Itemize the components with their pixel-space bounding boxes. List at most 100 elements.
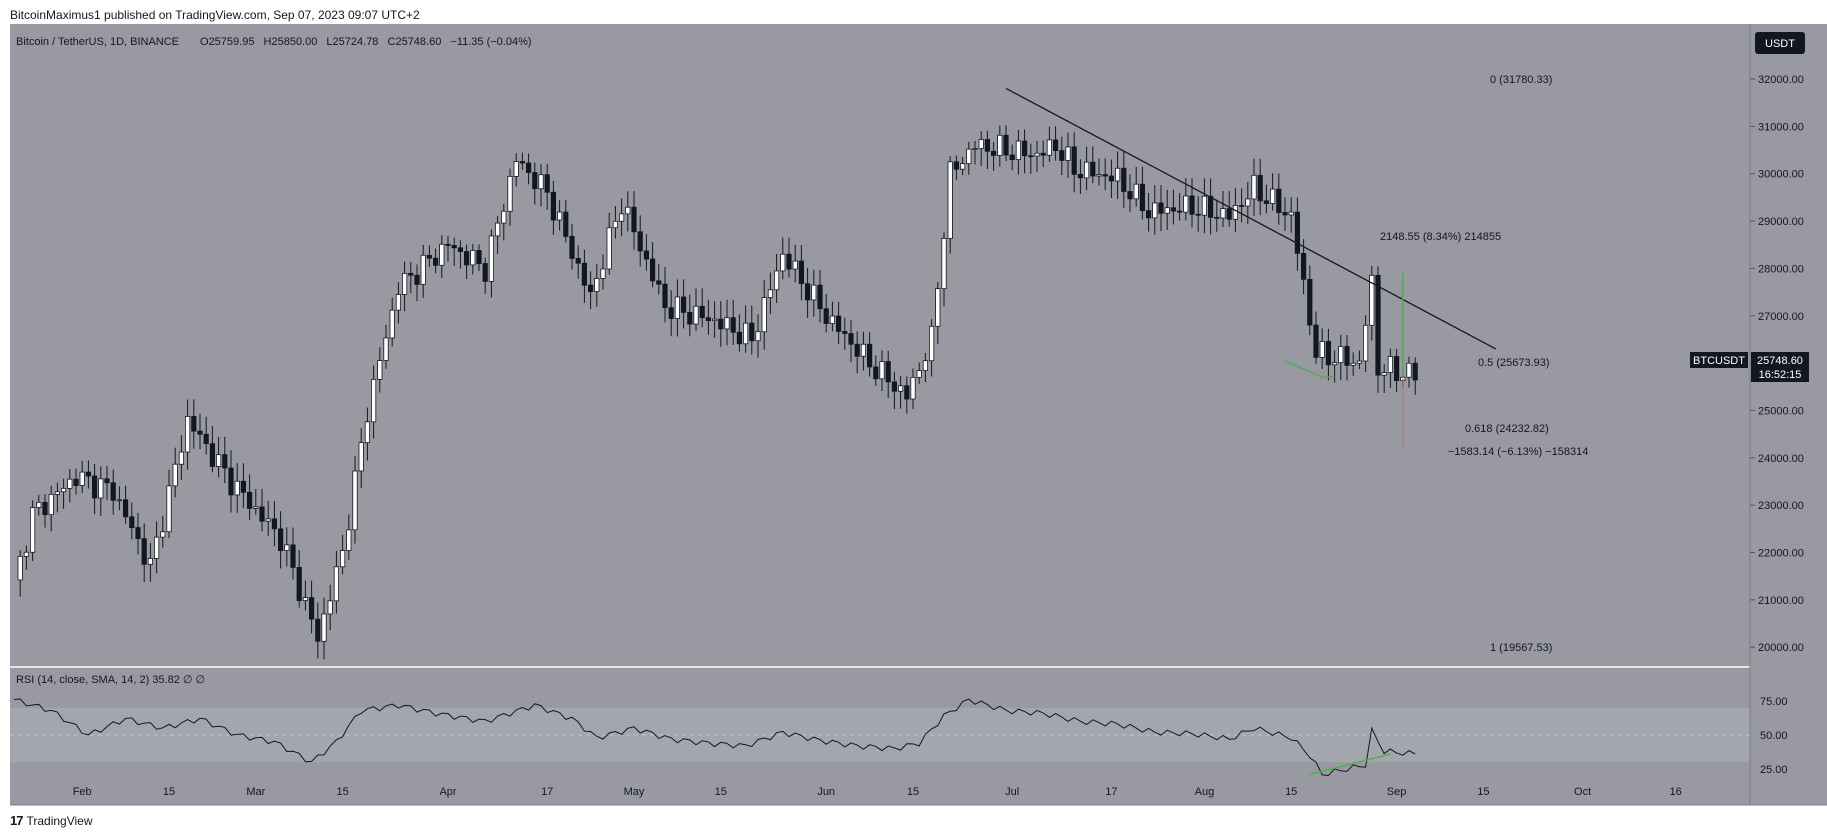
candle-down [1127,191,1133,200]
legend-c-label: C [388,36,396,48]
candle-up [1319,341,1325,358]
legend-o-label: O [200,36,209,48]
currency-badge[interactable]: USDT [1765,38,1795,50]
candle-up [98,478,104,499]
time-axis-label: Sep [1387,786,1407,798]
fib-05-label: 0.5 (25673.93) [1478,357,1550,369]
candle-up [352,470,358,531]
currency-badge-bg[interactable] [1755,32,1805,54]
candle-up [494,222,501,237]
candle-up [922,360,929,371]
candle-down [85,471,91,477]
candle-up [761,297,767,333]
candle-down [445,243,451,246]
candle-up [364,421,371,444]
candle-up [538,174,544,190]
candle-up [321,613,327,642]
price-axis-label: 32000.00 [1758,74,1804,86]
candle-up [1115,167,1121,182]
candle-down [1394,356,1400,381]
time-axis-label: Jul [1005,786,1019,798]
candle-down [271,518,278,530]
chart-canvas[interactable]: 32000.00 31000.00 30000.00 29000.00 28000.00… [0,0,1827,810]
candle-up [48,494,54,516]
candle-down [1170,207,1176,212]
candle-down [1301,252,1307,280]
candle-up [1245,198,1251,207]
candle-up [389,309,395,339]
candle-up [743,322,749,345]
price-axis-label: 30000.00 [1758,169,1804,181]
candle-up [36,501,42,508]
candle-down [1325,341,1331,366]
candle-down [1257,174,1263,202]
candle-down [1071,146,1077,175]
candle-down [1158,202,1164,214]
candle-down [1294,211,1300,254]
price-axis[interactable]: 32000.00 31000.00 30000.00 29000.00 28000.00… [1750,74,1804,776]
candle-up [17,555,23,581]
candle-down [1313,324,1319,358]
candle-up [401,272,408,295]
candle-down [1239,205,1245,207]
candle-up [910,376,916,400]
candle-down [1195,213,1201,216]
candle-up [712,318,718,322]
candle-up [860,343,867,357]
candle-up [1034,152,1040,157]
candle-down [259,506,265,522]
candle-down [408,272,414,276]
fib-0-label: 0 (31780.33) [1490,74,1552,86]
overlays [1005,87,1497,449]
candle-down [1412,362,1418,381]
candle-down [1146,210,1152,219]
price-axis-label: 29000.00 [1758,216,1804,228]
candle-down [1102,174,1108,177]
publish-header: BitcoinMaximus1 published on TradingView… [10,8,420,22]
candle-up [160,531,166,538]
price-axis-label: 27000.00 [1758,311,1804,323]
time-axis-label: 15 [907,786,919,798]
candle-up [513,161,519,177]
time-axis-label: 15 [336,786,348,798]
legend-c-value: 25748.60 [395,36,441,48]
candle-up [265,518,271,522]
candle-up [780,253,786,272]
candle-up [339,550,346,568]
candle-down [1307,278,1313,326]
time-axis-label: 16 [1669,786,1681,798]
candle-down [836,315,842,332]
candle-down [104,478,110,484]
candle-down [885,361,891,383]
time-axis[interactable]: Feb 15 Mar 15 Apr 17 May 15 Jun 15 Jul 17 Aug 15 Sep 15… [73,786,1682,798]
fib-1-label: 1 (19567.53) [1490,642,1552,654]
candle-down [854,343,860,357]
candle-up [879,361,885,380]
candle-down [110,482,116,501]
candle-down [1077,173,1083,179]
legend-l-label: L [326,36,332,48]
candle-down [1009,154,1015,161]
candle-up [333,566,340,602]
candle-up [507,176,513,212]
candle-up [67,478,73,489]
candle-down [463,251,470,266]
candle-up [767,289,774,298]
candle-down [569,235,575,259]
candle-down [730,317,736,333]
candle-up [829,315,836,324]
candle-down [1375,274,1381,376]
candle-down [135,527,141,539]
price-axis-label: 28000.00 [1758,263,1804,275]
candle-down [643,250,650,260]
candle-up [898,385,904,392]
candle-up [1201,195,1207,216]
candle-down [228,467,234,496]
price-axis-label: 20000.00 [1758,642,1804,654]
time-axis-label: Apr [439,786,456,798]
time-axis-label: Mar [246,786,265,798]
candle-up [501,210,507,224]
candle-up [1387,356,1393,373]
candle-up [1251,174,1257,200]
candle-up [1363,324,1369,362]
